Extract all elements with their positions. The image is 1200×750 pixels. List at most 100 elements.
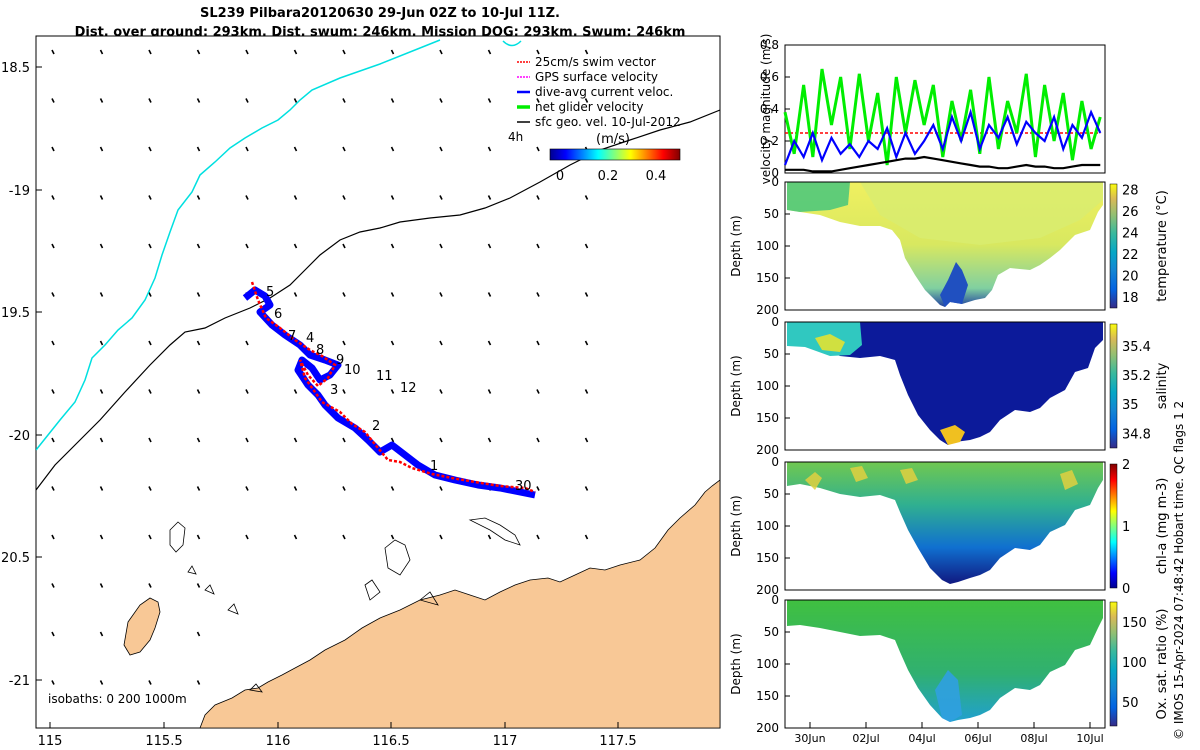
field-arrow	[584, 437, 589, 443]
map-colorbar-tick-label: 0.4	[646, 169, 667, 184]
temperature-warm-layer	[860, 182, 1103, 245]
time-tick-label: 06Jul	[964, 732, 991, 745]
chla-fill	[787, 462, 1103, 584]
field-arrow	[293, 49, 298, 55]
section-y-tick-label: 100	[756, 239, 779, 253]
field-arrow	[196, 437, 201, 443]
time-step-label: 4h	[508, 130, 523, 144]
field-arrow	[342, 340, 346, 346]
temperature-cold-nearshore	[787, 182, 850, 212]
field-arrow	[245, 243, 249, 249]
field-arrow	[148, 486, 152, 491]
field-arrow	[148, 195, 152, 200]
field-arrow	[439, 243, 443, 249]
field-arrow	[390, 486, 395, 491]
section-ylabel: Depth (m)	[729, 215, 743, 276]
field-arrow	[51, 243, 55, 249]
legend-label: net glider velocity	[535, 100, 643, 114]
section-colorbar-tick-label: 28	[1122, 183, 1139, 198]
field-arrow	[293, 486, 298, 491]
time-tick-label: 30Jun	[794, 732, 825, 745]
salinity-hot	[815, 334, 845, 352]
field-arrow	[584, 486, 589, 491]
field-arrow	[439, 437, 443, 443]
field-arrow	[245, 195, 249, 200]
field-arrow	[487, 437, 492, 443]
field-arrow	[342, 243, 346, 249]
section-y-tick-label: 150	[756, 551, 779, 565]
waypoint-label: 8	[316, 343, 324, 358]
field-arrow	[390, 292, 395, 297]
map-y-tick-label: 19.5	[1, 306, 30, 321]
field-arrow	[342, 195, 346, 200]
field-arrow	[196, 389, 201, 394]
map-colorbar-tick-label: 0.2	[598, 169, 619, 184]
field-arrow	[584, 49, 589, 55]
field-arrow	[148, 583, 152, 588]
section-y-tick-label: 150	[756, 271, 779, 285]
section-colorbar-tick-label: 35.2	[1122, 369, 1151, 384]
field-arrow	[51, 49, 55, 55]
chla-surface-patches	[805, 466, 1078, 490]
field-arrow	[342, 437, 346, 443]
field-arrow	[342, 98, 346, 103]
field-arrow	[196, 146, 201, 152]
field-arrow	[196, 583, 201, 588]
time-axis: 30Jun 02Jul 04Jul 06Jul 08Jul 10Jul	[794, 722, 1104, 745]
temperature-deep	[940, 262, 968, 307]
field-arrow	[293, 534, 298, 540]
section-y-tick-label: 200	[756, 443, 779, 457]
section-colorbar-tick-label: 0	[1122, 582, 1130, 597]
waypoint-label: 12	[400, 381, 417, 396]
field-arrow	[99, 98, 104, 103]
field-arrow	[487, 534, 492, 540]
field-arrow	[536, 437, 540, 443]
section-y-tick-label: 50	[764, 207, 779, 221]
salinity-fill	[787, 322, 1103, 445]
isobath-200m	[36, 109, 720, 491]
field-arrow	[439, 146, 443, 152]
section-ylabel: Depth (m)	[729, 495, 743, 556]
field-arrow	[293, 146, 298, 152]
isobath-0m	[36, 39, 441, 451]
velocity-ylabel: velocity magnitude (m/s)	[759, 34, 773, 185]
field-arrow	[196, 195, 201, 200]
geostrophic-vector-field	[51, 49, 589, 685]
field-arrow	[390, 437, 395, 443]
field-arrow	[390, 195, 395, 200]
section-colorbar-label: Ox. sat. ratio (%)	[1155, 609, 1170, 720]
field-arrow	[51, 389, 55, 394]
field-arrow	[99, 486, 104, 491]
field-arrow	[245, 146, 249, 152]
map-colorbar-title: (m/s)	[596, 132, 630, 147]
section-colorbar-tick-label: 50	[1122, 696, 1139, 711]
field-arrow	[342, 389, 346, 394]
waypoint-label: 7	[288, 329, 296, 344]
field-arrow	[390, 534, 395, 540]
field-arrow	[51, 631, 55, 637]
velocity-panel: 0 0.2 0.4 0.6 0.8 velocity magnitude (m/s)	[759, 34, 1106, 185]
field-arrow	[536, 292, 540, 297]
isobaths-label: isobaths: 0 200 1000m	[48, 692, 187, 706]
waypoint-label: 10	[344, 363, 361, 378]
section-colorbar-label: salinity	[1155, 362, 1170, 409]
section-ylabel: Depth (m)	[729, 633, 743, 694]
section-colorbar-tick-label: 35	[1122, 398, 1139, 413]
field-arrow	[342, 534, 346, 540]
legend-label: sfc geo. vel. 10-Jul-2012	[535, 115, 681, 129]
field-arrow	[245, 49, 249, 55]
section-y-tick-label: 200	[756, 303, 779, 317]
section-colorbar-tick-label: 26	[1122, 205, 1139, 220]
section-colorbar-tick-label: 35.4	[1122, 340, 1151, 355]
field-arrow	[245, 534, 249, 540]
field-arrow	[487, 49, 492, 55]
field-arrow	[536, 243, 540, 249]
section-y-tick-label: 150	[756, 411, 779, 425]
map-y-tick-label: -19	[9, 184, 30, 199]
time-tick-label: 10Jul	[1076, 732, 1103, 745]
field-arrow	[148, 146, 152, 152]
map-x-tick-label: 115.5	[145, 734, 182, 749]
velocity-y-tick-label: 0.8	[760, 38, 779, 52]
